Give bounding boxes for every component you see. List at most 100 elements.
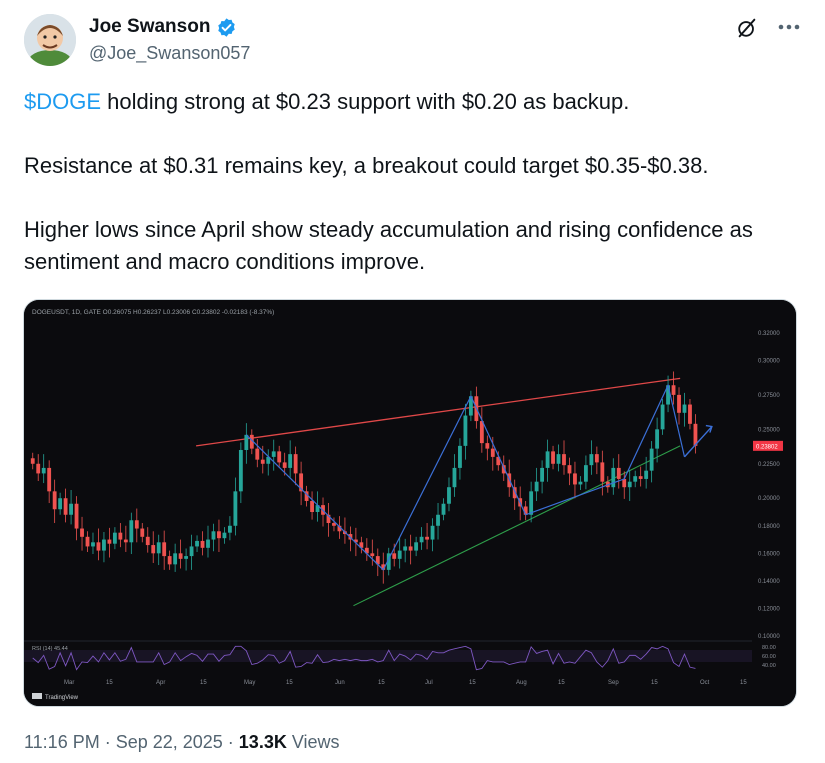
time-axis-label: Apr [156,680,165,686]
candle-body [414,542,419,551]
grok-slash-circle-icon[interactable] [736,17,758,39]
candle-body [173,553,178,565]
candle-body [425,536,429,540]
candle-body [671,385,676,395]
price-axis-label: 0.30000 [758,358,780,364]
projection-arrow [683,426,713,458]
candle-body [140,528,145,537]
candle-body [523,506,528,515]
candle-body [304,491,309,501]
price-axis-label: 0.32000 [758,331,780,337]
candle-body [69,503,73,515]
candle-body [512,487,517,499]
projection-arrowhead [705,424,713,433]
candle-body [184,556,189,559]
candle-body [151,545,156,554]
candle-body [30,458,35,464]
candle-body [660,404,665,430]
candle-body [649,448,654,471]
candle-body [195,540,199,547]
pattern-overlay [245,383,713,571]
candle-body [693,423,698,446]
tweet-timestamp[interactable]: 11:16 PM · Sep 22, 2025 · [24,732,239,752]
tweet-media-chart[interactable]: DOGEUSDT, 1D, GATE O0.26075 H0.26237 L0.… [23,299,797,707]
verified-badge-icon [218,17,236,37]
candle-body [288,454,293,468]
candle-body [611,467,616,488]
candle-body [58,498,63,510]
candle-body [583,465,588,482]
chart-background [24,300,796,706]
candle-body [666,385,670,405]
price-axis-label: 0.22500 [758,462,780,468]
candle-body [244,434,249,450]
candle-body [36,463,41,474]
candle-body [102,539,106,551]
candle-body [282,462,287,468]
current-price-tag [753,440,783,451]
rsi-panel: RSI (14) 45.44 80.00 60.00 40.00 [24,640,776,671]
candle-body [178,553,183,559]
avatar-image [24,14,76,66]
candle-body [375,556,380,565]
price-axis-label: 0.20000 [758,496,780,502]
author-handle[interactable]: @Joe_Swanson057 [89,43,251,63]
candle-body [562,454,566,466]
author-name[interactable]: Joe Swanson [89,16,211,37]
candle-body [622,478,627,488]
candle-body [238,450,243,492]
candle-body [299,473,304,492]
cashtag-link[interactable]: $DOGE [24,89,102,114]
candle-body [217,531,221,539]
candle-body [627,481,632,488]
candle-body [688,404,692,424]
candle-body [534,481,539,492]
candle-body [419,536,424,543]
candle-body [112,532,117,544]
candle-body [682,404,687,413]
current-price-label: 0.23802 [756,444,778,450]
candle-body [293,454,298,474]
candle-body [386,553,391,570]
candle-body [441,503,446,515]
candle-body [578,481,583,485]
candle-body [616,467,621,479]
candle-body [397,550,402,559]
rsi-level-label: 40.00 [762,663,776,669]
time-axis-label: 15 [558,680,565,686]
time-axis-label: Jul [425,680,433,686]
candle-body [315,505,320,512]
candle-body [227,525,232,533]
candle-body [80,528,84,537]
time-axis-label: 15 [378,680,385,686]
avatar[interactable] [24,14,76,66]
candle-body [118,532,123,540]
candle-body [162,542,167,557]
candle-body [403,546,408,551]
candle-body [573,473,577,485]
time-axis-label: Oct [700,680,710,686]
more-horizontal-icon[interactable] [778,23,800,31]
rsi-level-label: 80.00 [762,645,776,651]
candle-body [392,553,397,559]
time-axis-label: Mar [64,680,74,686]
candle-body [91,542,95,547]
candle-body [255,448,260,460]
tradingview-watermark: TradingView [45,695,79,701]
pattern-zigzag [245,383,686,571]
price-axis: 0.32000 0.30000 0.27500 0.25000 0.22500 0.200… [753,331,783,640]
candle-body [600,462,605,482]
tweet-paragraph-1: $DOGE holding strong at $0.23 support wi… [24,86,804,118]
candle-body [156,542,161,554]
author-name-row[interactable]: Joe Swanson [89,16,237,38]
tweet-paragraph-1-text: holding strong at $0.23 support with $0.… [101,89,630,114]
candle-body [381,564,386,570]
candle-body [633,476,638,482]
price-axis-label: 0.10000 [758,634,780,640]
candle-body [468,396,473,416]
candle-body [677,394,681,413]
candle-body [551,451,555,464]
candle-body [41,467,46,474]
candle-body [337,525,342,532]
candle-body [96,542,101,551]
